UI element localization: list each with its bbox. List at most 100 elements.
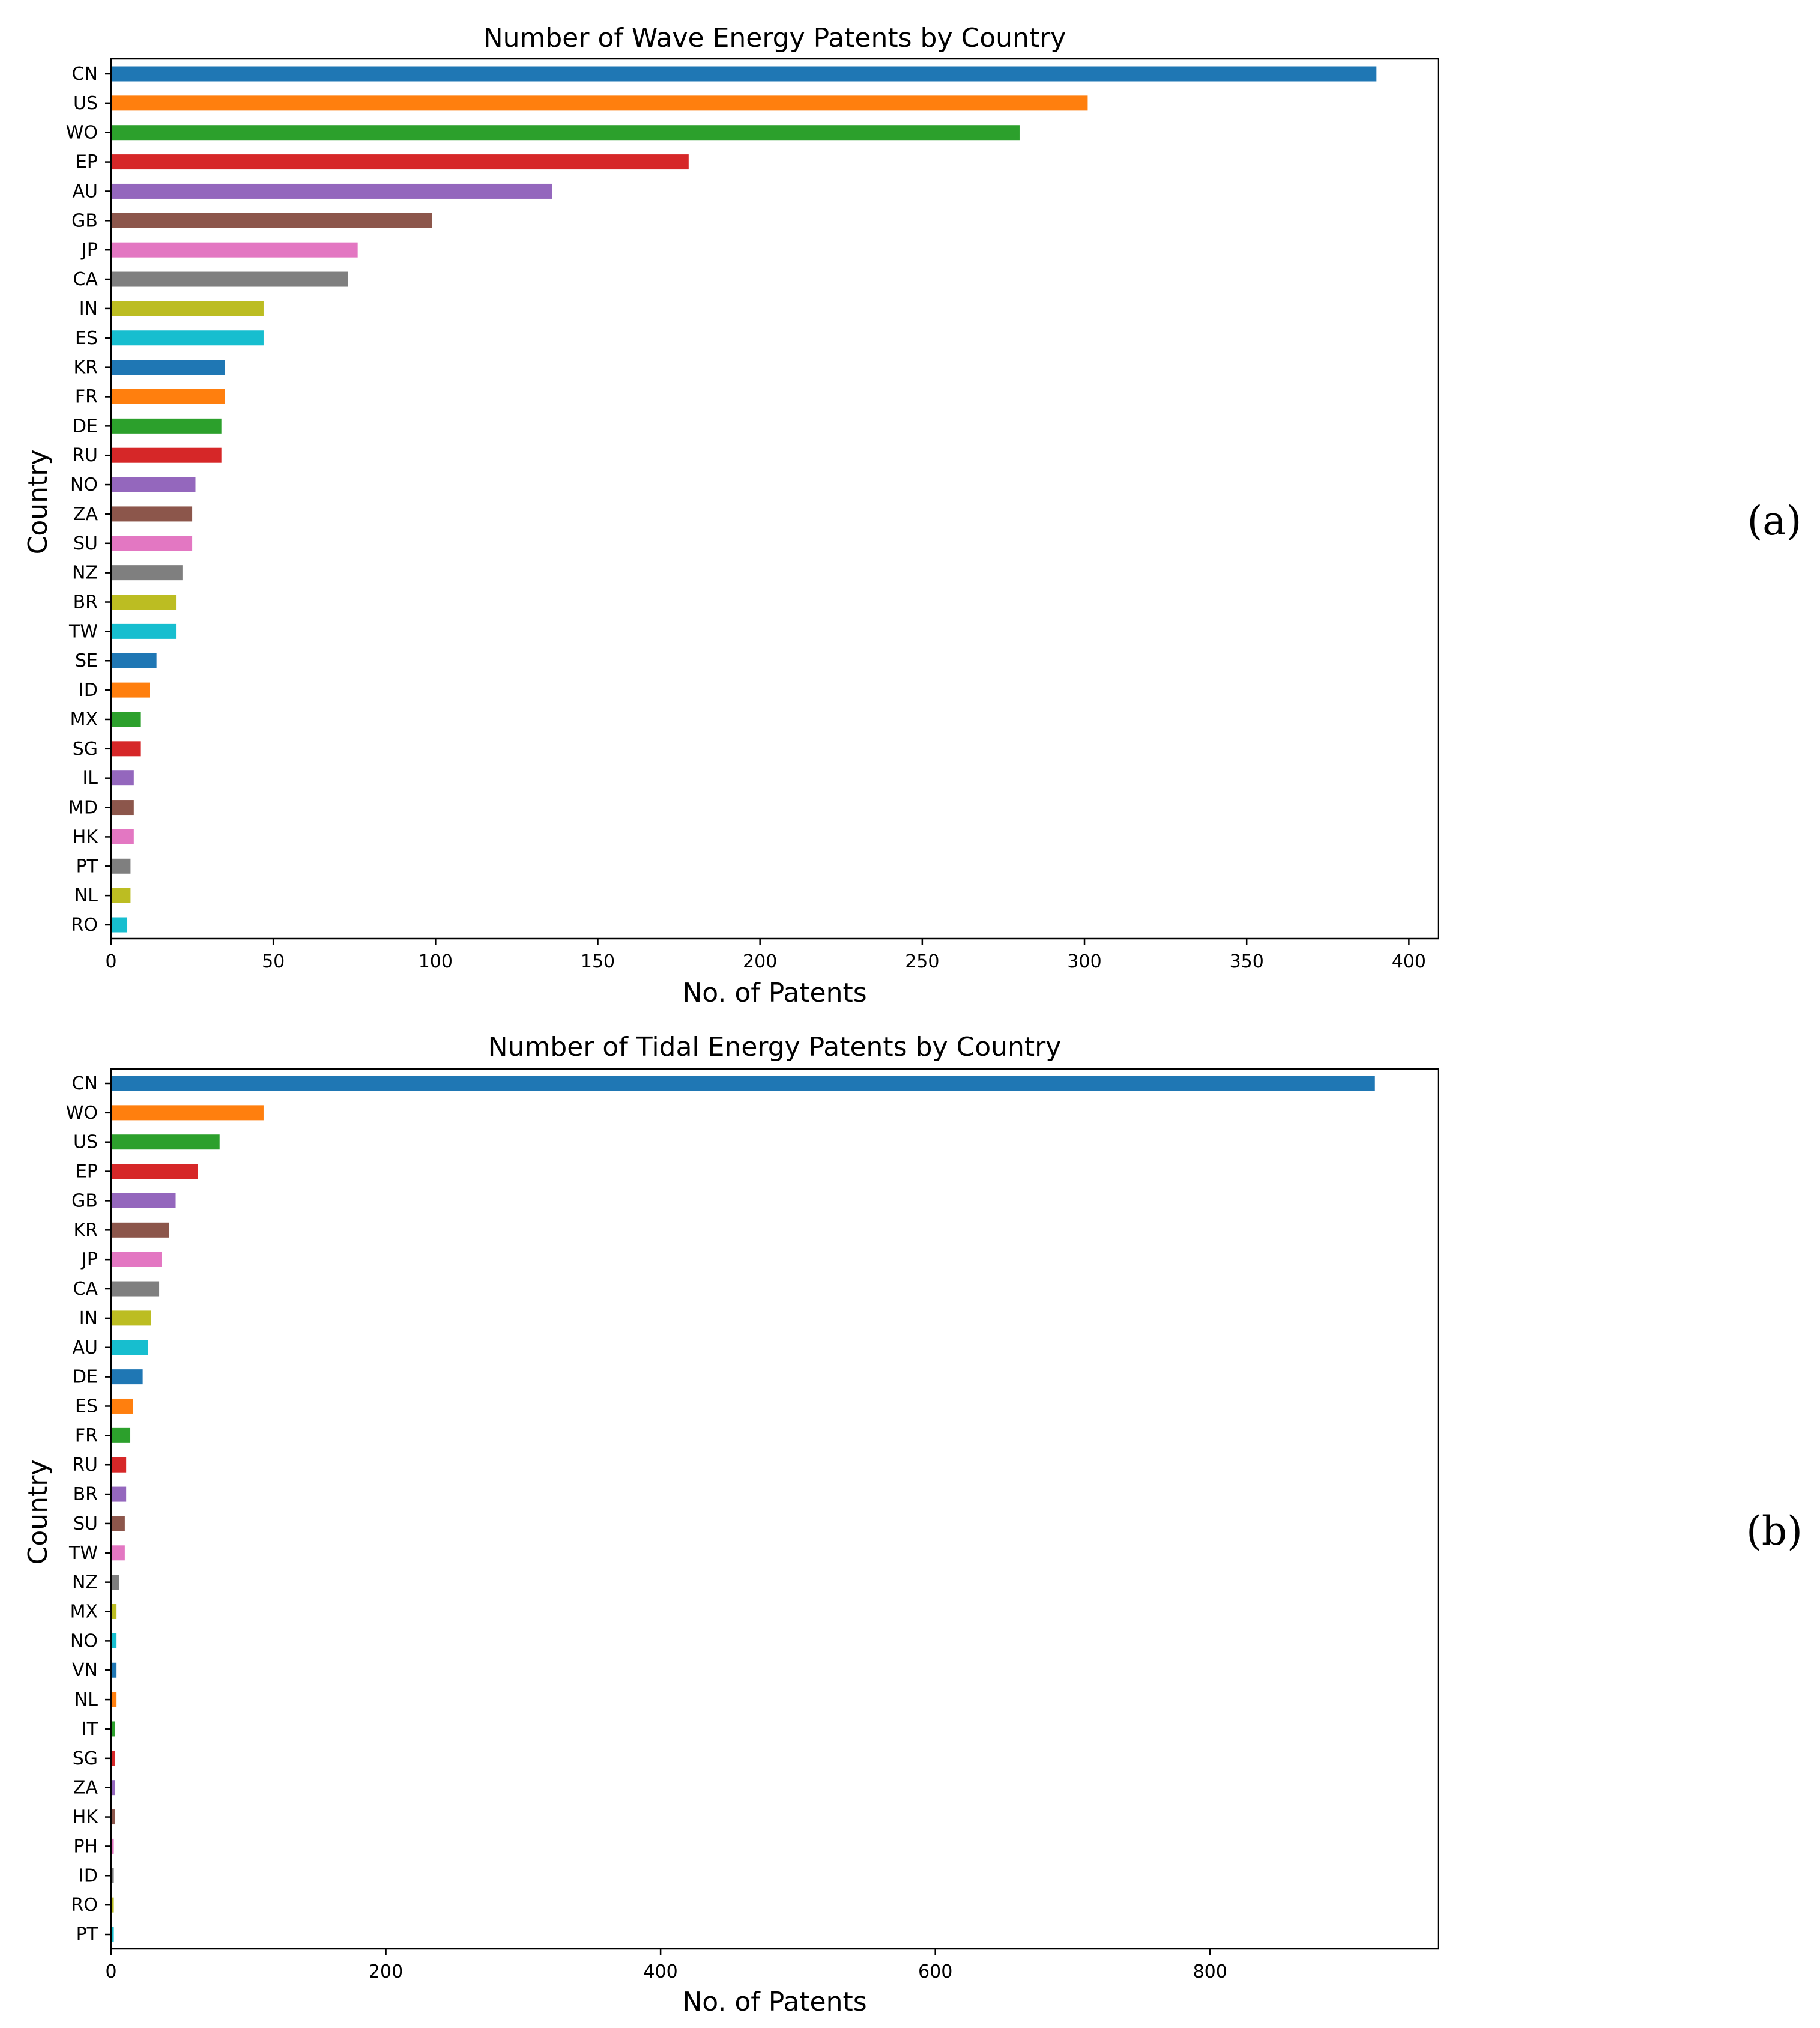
y-tick-label: NO — [70, 1630, 98, 1651]
y-tick-label: US — [73, 1132, 98, 1153]
bar-za — [111, 506, 193, 522]
y-tick-label: NO — [70, 474, 98, 495]
y-tick-label: HK — [73, 1807, 99, 1828]
y-tick-label: GB — [71, 210, 98, 231]
bar-se — [111, 653, 157, 668]
bar-no — [111, 1633, 117, 1648]
y-tick-label: IN — [79, 1308, 98, 1329]
bar-ep — [111, 154, 689, 170]
bar-su — [111, 1516, 125, 1531]
x-tick-label: 200 — [743, 951, 777, 972]
y-tick-label: CA — [73, 1279, 98, 1300]
tidal-energy-chart: Number of Tidal Energy Patents by Countr… — [23, 1032, 1803, 2017]
y-tick-label: ZA — [73, 504, 98, 525]
bar-de — [111, 1369, 143, 1385]
y-tick-label: PT — [76, 1924, 98, 1945]
y-tick-label: PT — [76, 856, 98, 877]
bar-us — [111, 1134, 220, 1150]
y-tick-label: ZA — [73, 1778, 98, 1799]
y-tick-label: ID — [79, 680, 98, 701]
y-tick-label: MX — [70, 1602, 98, 1623]
bars-group — [111, 1076, 1375, 1942]
bar-ru — [111, 447, 222, 463]
bar-nz — [111, 565, 183, 581]
bar-ph — [111, 1838, 114, 1854]
bar-kr — [111, 1222, 169, 1238]
x-ticks-group: 0 200 400 600 800 — [105, 1949, 1227, 1982]
y-tick-label: BR — [73, 592, 98, 613]
bar-vn — [111, 1662, 117, 1678]
bar-tw — [111, 1545, 125, 1561]
bar-ep — [111, 1164, 198, 1179]
y-tick-label: DE — [73, 416, 98, 437]
bar-ca — [111, 271, 348, 287]
bar-tw — [111, 623, 177, 639]
bar-nz — [111, 1575, 119, 1590]
y-tick-label: CN — [72, 1073, 98, 1094]
x-tick-label: 200 — [369, 1961, 403, 1982]
bar-nl — [111, 1692, 117, 1707]
y-tick-label: RU — [72, 1454, 98, 1476]
y-tick-label: ID — [79, 1865, 98, 1886]
bar-gb — [111, 1193, 176, 1208]
y-tick-label: FR — [75, 386, 98, 407]
y-tick-label: HK — [73, 826, 99, 847]
y-tick-label: SG — [73, 1748, 98, 1769]
y-tick-label: JP — [80, 1249, 98, 1270]
bar-es — [111, 1398, 133, 1414]
bar-sg — [111, 741, 141, 757]
bar-no — [111, 477, 196, 492]
bar-id — [111, 682, 150, 698]
y-tick-label: CN — [72, 64, 98, 85]
y-tick-label: NZ — [72, 563, 98, 584]
x-tick-label: 150 — [581, 951, 615, 972]
y-tick-label: RO — [71, 915, 98, 936]
bar-br — [111, 1486, 127, 1502]
x-tick-label: 400 — [1392, 951, 1426, 972]
x-tick-label: 300 — [1067, 951, 1101, 972]
bar-de — [111, 418, 222, 434]
y-tick-label: JP — [80, 240, 98, 261]
bar-pt — [111, 1927, 114, 1942]
y-tick-label: NL — [74, 885, 98, 906]
y-tick-label: SG — [73, 739, 98, 760]
y-tick-label: VN — [72, 1660, 98, 1681]
y-tick-label: SU — [73, 533, 98, 554]
y-tick-label: EP — [76, 152, 98, 173]
bar-ro — [111, 917, 128, 933]
bar-su — [111, 536, 193, 551]
chart-title: Number of Wave Energy Patents by Country — [483, 23, 1066, 53]
x-tick-label: 0 — [105, 1961, 116, 1982]
bar-hk — [111, 1809, 115, 1825]
y-tick-label: ES — [75, 1396, 98, 1417]
y-tick-label: US — [73, 93, 98, 114]
bar-br — [111, 595, 177, 610]
bar-jp — [111, 242, 358, 258]
bar-in — [111, 301, 264, 316]
bar-wo — [111, 125, 1020, 141]
bar-za — [111, 1780, 115, 1796]
bar-cn — [111, 66, 1377, 82]
x-tick-label: 600 — [918, 1961, 952, 1982]
bar-ru — [111, 1457, 127, 1473]
y-tick-label: MD — [68, 798, 98, 819]
x-tick-label: 250 — [905, 951, 939, 972]
y-tick-label: IL — [82, 768, 98, 789]
bar-kr — [111, 360, 225, 375]
bar-fr — [111, 389, 225, 404]
panel-label: (a) — [1747, 498, 1802, 544]
x-tick-label: 50 — [262, 951, 285, 972]
y-tick-label: PH — [73, 1836, 98, 1857]
y-tick-label: BR — [73, 1484, 98, 1505]
x-tick-label: 400 — [643, 1961, 677, 1982]
bar-wo — [111, 1105, 264, 1121]
y-ticks-group: CN US WO EP AU GB JP CA IN ES KR FR DE RU NO ZA SU NZ BR TW… — [66, 64, 111, 936]
plot-frame — [110, 58, 1439, 940]
bar-pt — [111, 858, 131, 874]
bar-il — [111, 770, 134, 786]
bar-nl — [111, 888, 131, 903]
y-tick-label: AU — [73, 181, 98, 202]
y-tick-label: ES — [75, 328, 98, 349]
